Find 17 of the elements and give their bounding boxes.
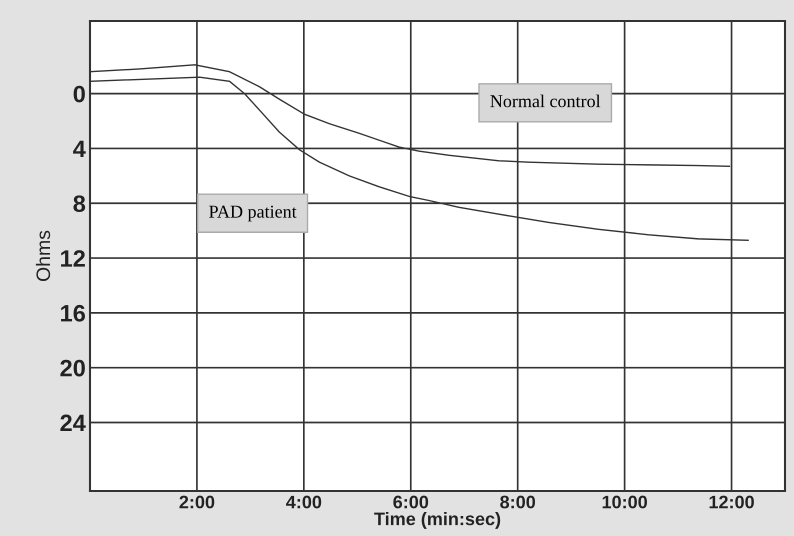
y-tick-label: 0 <box>74 86 85 102</box>
y-tick-label: 16 <box>61 304 85 322</box>
x-tick-label: 2:00 <box>179 496 214 508</box>
x-axis-title: Time (min:sec) <box>374 512 500 529</box>
y-tick-label: 12 <box>61 250 85 267</box>
y-tick-label: 20 <box>60 360 85 376</box>
y-axis-title: Ohms <box>36 230 50 282</box>
annotation: PAD patient <box>209 206 297 222</box>
y-tick-label: 4 <box>73 140 86 157</box>
x-tick-label: 12:00 <box>710 496 754 508</box>
y-tick-label: 24 <box>60 414 86 432</box>
x-tick-label: 8:00 <box>500 496 536 508</box>
annotation: Normal control <box>490 94 600 108</box>
y-tick-label: 8 <box>73 195 86 212</box>
x-tick-label: 6:00 <box>393 496 428 508</box>
x-tick-label: 4:00 <box>286 496 322 508</box>
x-tick-label: 10:00 <box>602 496 647 508</box>
